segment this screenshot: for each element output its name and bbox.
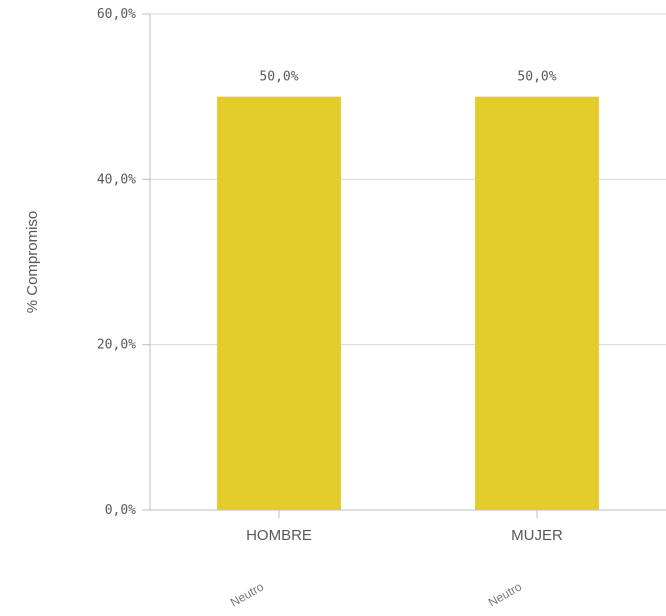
- y-axis-title: % Compromiso: [24, 211, 41, 314]
- bar-hombre[interactable]: [217, 96, 341, 511]
- x-axis-categories: HOMBRE Neutro MUJER Neutro: [228, 510, 563, 610]
- y-tick-label: 60,0%: [97, 7, 136, 22]
- data-label: 50,0%: [259, 70, 298, 85]
- x-category-sublabel: Neutro: [228, 579, 266, 609]
- bars: [217, 96, 599, 511]
- x-category-label: MUJER: [511, 527, 563, 544]
- x-category-label: HOMBRE: [246, 527, 312, 544]
- y-tick-label: 40,0%: [97, 172, 136, 187]
- data-labels: 50,0% 50,0%: [259, 70, 556, 85]
- y-tick-label: 0,0%: [105, 503, 136, 518]
- y-axis-ticks: 0,0% 20,0% 40,0% 60,0%: [97, 7, 150, 518]
- data-label: 50,0%: [517, 70, 556, 85]
- x-category-sublabel: Neutro: [486, 579, 524, 609]
- y-tick-label: 20,0%: [97, 338, 136, 353]
- bar-mujer[interactable]: [475, 96, 599, 511]
